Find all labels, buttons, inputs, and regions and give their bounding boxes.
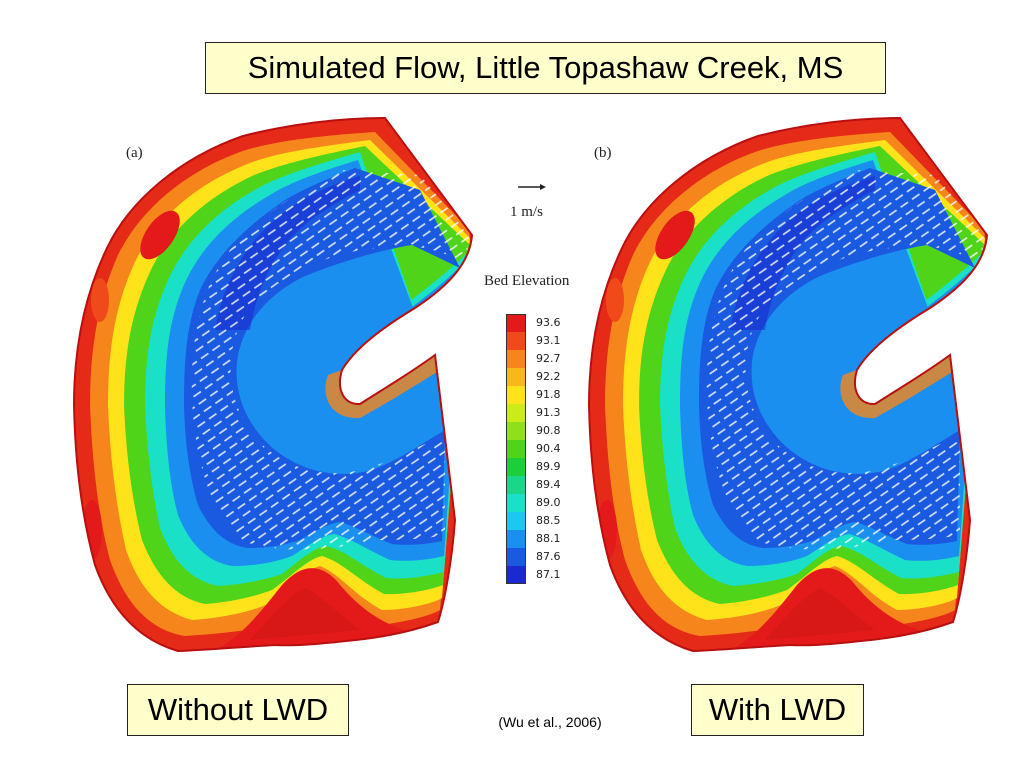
scale-label: 1 m/s [510, 204, 543, 220]
legend-swatch [506, 530, 526, 548]
legend-value-label: 89.4 [536, 478, 561, 491]
legend-value-label: 93.6 [536, 316, 561, 329]
legend-swatch [506, 548, 526, 566]
legend-value-label: 91.8 [536, 388, 561, 401]
legend-value-label: 88.5 [536, 514, 561, 527]
legend-swatch [506, 512, 526, 530]
legend-value-label: 91.3 [536, 406, 561, 419]
legend-swatch [506, 386, 526, 404]
slide-title: Simulated Flow, Little Topashaw Creek, M… [205, 42, 886, 94]
legend-swatch [506, 494, 526, 512]
legend-value-label: 92.2 [536, 370, 561, 383]
caption-with-lwd: With LWD [691, 684, 864, 736]
legend-value-label: 87.1 [536, 568, 561, 581]
legend-swatch [506, 332, 526, 350]
legend-swatch [506, 458, 526, 476]
legend-swatch [506, 350, 526, 368]
legend-value-label: 90.4 [536, 442, 561, 455]
scale-arrow-icon [518, 184, 546, 190]
legend-value-label: 93.1 [536, 334, 561, 347]
legend-swatch [506, 314, 526, 332]
panel-b-map [589, 118, 987, 651]
panel-b-label: (b) [594, 145, 612, 161]
legend-value-label: 90.8 [536, 424, 561, 437]
legend-value-label: 92.7 [536, 352, 561, 365]
legend-value-label: 89.9 [536, 460, 561, 473]
legend-value-label: 87.6 [536, 550, 561, 563]
legend-swatch [506, 476, 526, 494]
legend-title: Bed Elevation [484, 273, 570, 289]
citation: (Wu et al., 2006) [498, 714, 602, 730]
caption-without-lwd: Without LWD [127, 684, 349, 736]
panel-a-map [74, 118, 472, 651]
legend-swatch [506, 404, 526, 422]
legend-value-label: 89.0 [536, 496, 561, 509]
legend-swatch [506, 422, 526, 440]
legend-swatch [506, 440, 526, 458]
legend-value-label: 88.1 [536, 532, 561, 545]
panel-a-label: (a) [126, 145, 143, 161]
legend-swatch [506, 566, 526, 584]
legend-swatch [506, 368, 526, 386]
